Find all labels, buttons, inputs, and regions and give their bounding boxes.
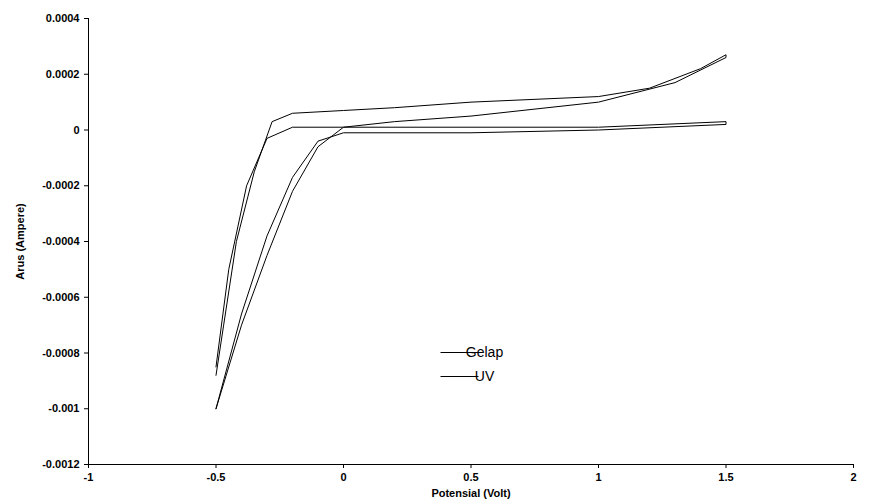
svg-text:Potensial (Volt): Potensial (Volt)	[431, 487, 511, 499]
svg-text:-0.5: -0.5	[207, 471, 226, 483]
svg-text:0: 0	[73, 124, 79, 136]
svg-text:0.5: 0.5	[463, 471, 478, 483]
svg-text:0: 0	[340, 471, 346, 483]
svg-text:Gelap: Gelap	[466, 344, 504, 360]
svg-text:-0.0012: -0.0012	[42, 458, 79, 470]
svg-text:UV: UV	[475, 368, 495, 384]
svg-text:-0.0004: -0.0004	[42, 235, 80, 247]
svg-text:-1: -1	[84, 471, 94, 483]
svg-text:-0.001: -0.001	[48, 402, 79, 414]
svg-text:-0.0006: -0.0006	[42, 291, 79, 303]
svg-text:2: 2	[850, 471, 856, 483]
svg-text:-0.0008: -0.0008	[42, 347, 79, 359]
svg-text:1: 1	[595, 471, 601, 483]
svg-text:0.0002: 0.0002	[46, 68, 80, 80]
svg-text:0.0004: 0.0004	[46, 12, 81, 24]
svg-text:1.5: 1.5	[718, 471, 733, 483]
svg-text:-0.0002: -0.0002	[42, 179, 79, 191]
svg-text:Arus (Ampere): Arus (Ampere)	[14, 203, 26, 280]
